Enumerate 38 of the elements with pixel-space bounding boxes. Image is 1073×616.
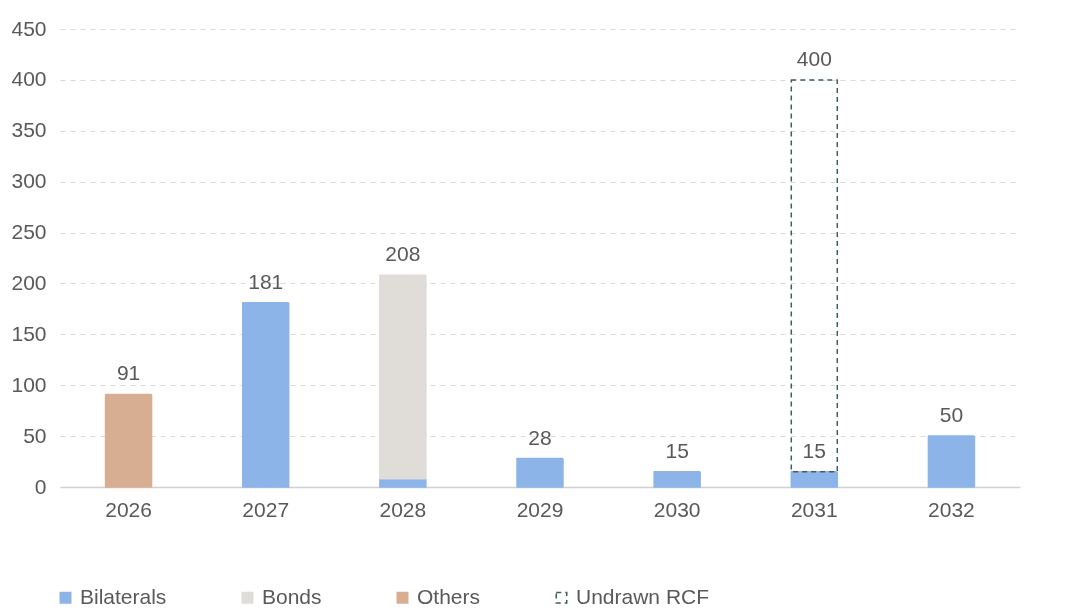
bar (379, 478, 427, 488)
bar (790, 79, 839, 473)
legend-label: Undrawn RCF (576, 584, 710, 608)
total-label: 50 (939, 403, 964, 427)
legend-label: Bilaterals (80, 584, 167, 608)
x-tick-label: 2026 (105, 497, 152, 521)
y-tick-label: 0 (34, 474, 47, 498)
bar (241, 302, 290, 488)
x-tick-label: 2030 (653, 497, 701, 521)
y-tick-label: 250 (11, 220, 47, 244)
y-tick-label: 350 (11, 118, 47, 142)
y-tick-label: 450 (11, 16, 47, 40)
y-tick-label: 150 (11, 321, 47, 345)
y-tick-label: 100 (11, 372, 47, 396)
y-tick-label: 200 (11, 270, 47, 294)
x-tick-label: 2032 (928, 497, 975, 521)
bar (790, 470, 839, 488)
legend-label: Others (417, 584, 481, 608)
total-label: 181 (248, 269, 284, 293)
total-label: 91 (116, 361, 141, 385)
total-label: 28 (528, 425, 552, 449)
bar (927, 435, 976, 488)
x-tick-label: 2027 (242, 497, 290, 521)
x-tick-label: 2029 (516, 497, 564, 521)
x-tick-label: 2031 (790, 497, 838, 521)
y-tick-label: 50 (23, 423, 47, 447)
legend-label: Bonds (262, 584, 322, 608)
y-tick-label: 400 (11, 67, 47, 91)
bar (379, 274, 427, 480)
bar (516, 457, 564, 488)
total-label: 15 (665, 438, 689, 462)
total-label: 400 (796, 46, 832, 70)
y-tick-label: 300 (11, 169, 47, 193)
annotation: 15 (802, 438, 826, 462)
x-tick-label: 2028 (379, 497, 427, 521)
bar (653, 470, 701, 488)
total-label: 208 (385, 242, 421, 266)
bar (104, 393, 153, 488)
